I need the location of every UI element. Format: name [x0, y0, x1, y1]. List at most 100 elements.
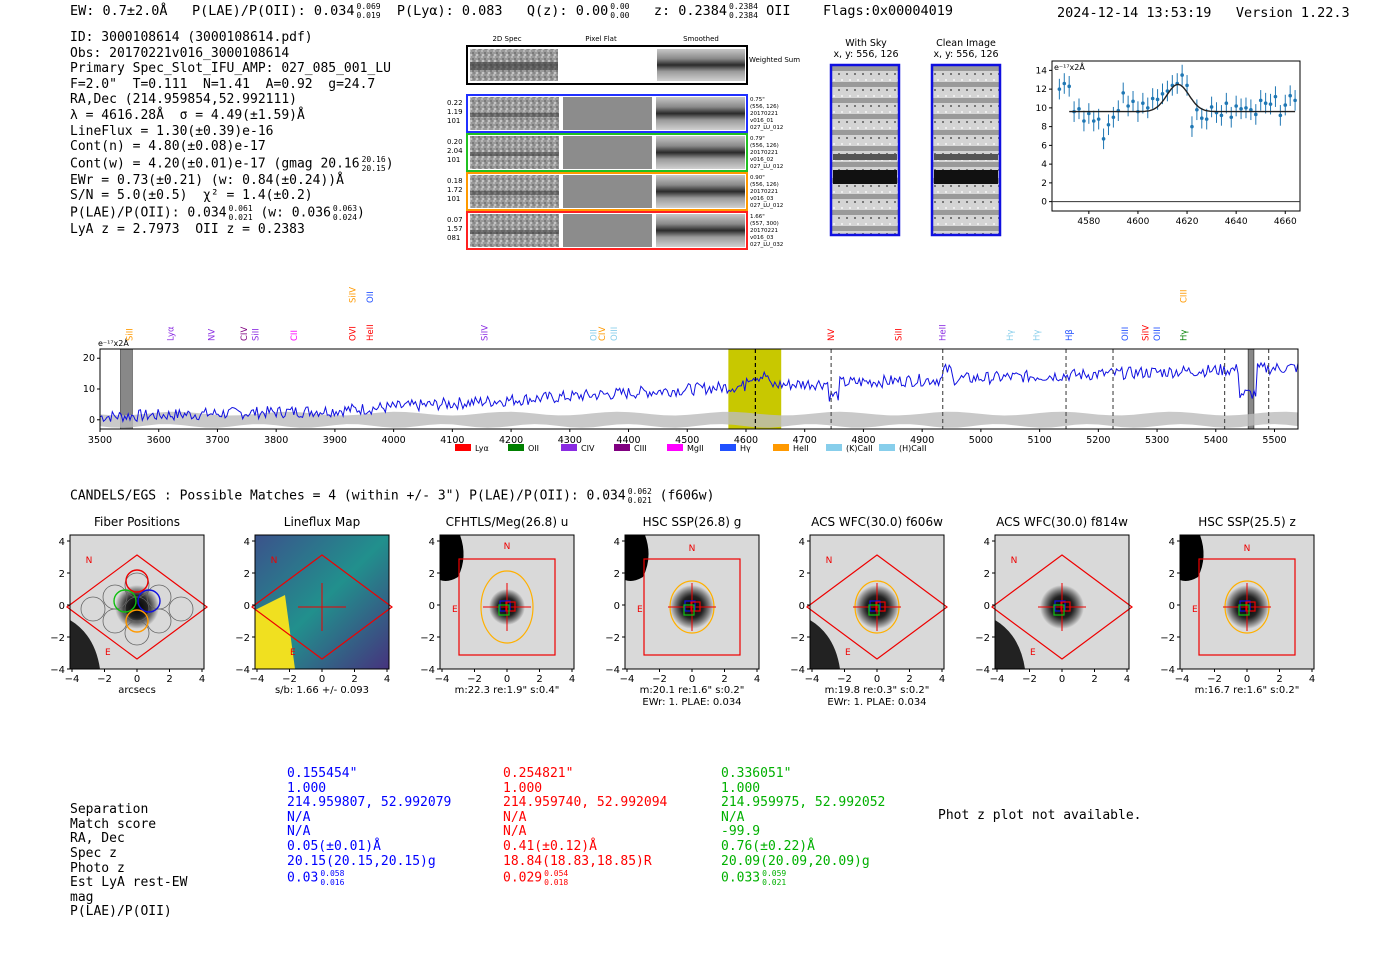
ifu-footprint: [65, 554, 209, 660]
cutout-smoothed-image: [656, 97, 745, 130]
line-id-label: Lyα: [166, 326, 176, 341]
info-plae: P(LAE)/P(OII): 0.034 0.061 0.021 (w: 0.036…: [70, 203, 365, 222]
stamp-ytick-label: 2: [59, 569, 65, 580]
stamp-title: CFHTLS/Meg(26.8) u: [446, 515, 569, 529]
zoom-data-point: [1209, 105, 1214, 109]
line-id-label: SiII: [895, 328, 905, 341]
zoom-xtick-label: 4640: [1225, 217, 1248, 227]
north-label: N: [271, 556, 278, 566]
zoom-ytick-label: 8: [1041, 123, 1047, 133]
ifu-footprint: [250, 554, 394, 660]
cutout-row-meta: 027_LU_012: [750, 125, 783, 131]
legend-swatch: [614, 444, 630, 451]
line-id-label: CIV: [240, 327, 250, 341]
table-cell-photz: N/A: [287, 824, 311, 840]
table-cell-ew: 0.05(±0.01)Å: [287, 838, 381, 854]
stamp-ytick-label: −4: [605, 665, 620, 676]
east-label: E: [1192, 605, 1198, 615]
stamp-subtitle: m:20.1 re:1.6" s:0.2": [640, 685, 745, 696]
spectrum-xtick-label: 5000: [969, 435, 993, 446]
match-col-2: 0.254821" 1.000 214.959740, 52.992094 N/A N/…: [503, 766, 667, 887]
ifu-footprint: [643, 558, 741, 656]
stamp-ytick-label: 2: [1169, 569, 1175, 580]
cutout-flat-image: [563, 214, 652, 247]
header-ew: EW: 0.7±2.0Å: [70, 3, 168, 19]
fiber-circle: [102, 608, 128, 634]
cutout-row-chi2: 1.72: [447, 186, 463, 194]
table-row-label: Photo z: [70, 860, 125, 876]
legend-label: CIV: [581, 444, 595, 453]
zoom-data-point: [1278, 113, 1283, 118]
stamp-ytick-label: 0: [984, 601, 990, 612]
info-params: F=2.0" T=0.111 N=1.41 A=0.92 g=24.7: [70, 76, 376, 92]
info-z: LyA z = 2.7973 OII z = 0.2383: [70, 221, 305, 237]
with-sky-header: With Sky x, y: 556, 126: [831, 38, 901, 60]
bright-neighbor: [625, 535, 649, 581]
zoom-data-point: [1145, 106, 1150, 110]
zoom-data-point: [1062, 81, 1067, 86]
zoom-ytick-label: 12: [1036, 85, 1047, 95]
table-cell-score: 1.000: [287, 780, 327, 796]
north-label: N: [826, 556, 833, 566]
cutout-row-meta: (557, 300): [750, 221, 779, 227]
match-box-red: [690, 601, 701, 612]
stamp-ytick-label: 4: [799, 537, 805, 548]
legend-swatch: [455, 444, 471, 451]
zoom-data-point: [1244, 106, 1248, 110]
header-plae-lo: 0.019: [356, 11, 381, 20]
header-qz: Q(z): 0.00: [526, 3, 609, 19]
stamp-ytick-label: 4: [59, 537, 65, 548]
stamp-title: ACS WFC(30.0) f606w: [811, 515, 943, 529]
matches-title: CANDELS/EGS : Possible Matches = 4 (with…: [70, 487, 715, 505]
cutout-2d-trace: [470, 113, 559, 117]
lineflux-peak: [255, 595, 295, 669]
table-cell-specz: N/A: [721, 809, 745, 825]
cutout-row-fiber: 081: [447, 234, 460, 242]
stamp-xtick-label: 0: [689, 674, 695, 685]
zoom-data-point: [1111, 115, 1116, 120]
zoom-xtick-label: 4580: [1077, 217, 1100, 227]
zoom-data-point: [1180, 73, 1184, 77]
legend-label: Lyα: [475, 444, 489, 453]
match-box-blue: [499, 600, 511, 612]
cutout-row-meta: 20170221: [750, 228, 778, 234]
clean-image-title: Clean Image: [936, 38, 996, 49]
stamp-xtick-label: −4: [435, 674, 450, 685]
clean-image-header: Clean Image x, y: 556, 126: [930, 38, 1002, 60]
match-box-green: [498, 604, 510, 616]
zoom-data-point: [1293, 98, 1297, 103]
zoom-ytick-label: 2: [1041, 179, 1047, 189]
line-id-label: CIV: [598, 327, 608, 341]
cutout-row-fiber: 101: [447, 117, 460, 125]
stamp-xtick-label: −4: [990, 674, 1005, 685]
stamp-subtitle: m:16.7 re:1.6" s:0.2": [1195, 685, 1300, 696]
match-box-red: [505, 601, 516, 612]
fiber-blue: [137, 589, 161, 613]
zoom-data-point: [1288, 93, 1292, 98]
zoom-data-point: [1283, 103, 1288, 107]
match-box-blue: [1239, 600, 1251, 612]
zoom-xtick-label: 4620: [1176, 217, 1199, 227]
stamp-xtick-label: 4: [1124, 674, 1130, 685]
spectrum-ytick-label: 0: [89, 415, 95, 426]
stamp-xtick-label: 4: [754, 674, 760, 685]
cutout-2d-trace: [470, 191, 559, 195]
stamp-xtick-label: 4: [1309, 674, 1315, 685]
zoom-data-point: [1268, 102, 1273, 106]
info-radec: RA,Dec (214.959854,52.992111): [70, 92, 297, 108]
line-id-label: SiII: [125, 328, 135, 341]
spectrum-xtick-label: 4200: [499, 435, 523, 446]
stamp-xtick-label: −2: [282, 674, 297, 685]
line-id-label: OIII: [610, 327, 620, 341]
header-z: z: 0.2384: [653, 3, 728, 19]
stamp-ytick-label: 2: [984, 569, 990, 580]
line-id-label: Hγ: [1033, 330, 1043, 341]
zoom-data-point: [1258, 98, 1263, 103]
table-cell-ew: 0.41(±0.12)Å: [503, 838, 597, 854]
spectrum-xtick-label: 4400: [616, 435, 640, 446]
stamp-title: ACS WFC(30.0) f814w: [996, 515, 1128, 529]
with-sky-title: With Sky: [845, 38, 887, 49]
stamp-ytick-label: 4: [429, 537, 435, 548]
zoom-data-point: [1185, 83, 1189, 88]
line-id-label: SiIV: [349, 287, 359, 303]
